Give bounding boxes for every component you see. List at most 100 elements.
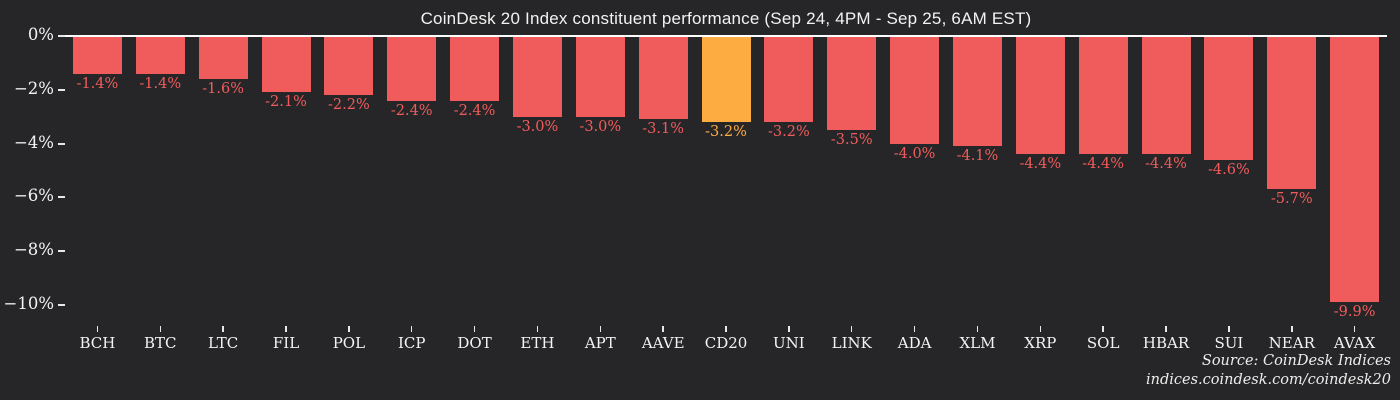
bar-group-APT: -3.0% <box>569 37 632 135</box>
bar-group-ADA: -4.0% <box>883 37 946 162</box>
bar-group-NEAR: -5.7% <box>1260 37 1323 207</box>
bar-group-DOT: -2.4% <box>443 37 506 119</box>
y-tick-mark <box>58 142 65 145</box>
x-tick-mark <box>473 326 476 332</box>
bar-group-CD20: -3.2% <box>695 37 758 140</box>
x-tick-mark <box>1228 326 1230 332</box>
bar-value-label-ICP: -2.4% <box>390 103 433 119</box>
y-tick-mark <box>58 35 65 37</box>
x-tick-label-LTC: LTC <box>208 334 239 352</box>
x-axis-item-SUI: SUI <box>1197 326 1260 352</box>
x-tick-mark <box>662 326 664 332</box>
x-tick-label-AAVE: AAVE <box>641 334 685 352</box>
x-axis-item-AVAX: AVAX <box>1323 326 1386 352</box>
x-tick-label-XRP: XRP <box>1024 334 1057 352</box>
x-axis-item-FIL: FIL <box>255 326 318 352</box>
bar-value-label-DOT: -2.4% <box>453 103 496 119</box>
bar-group-AAVE: -3.1% <box>632 37 695 137</box>
bar-ICP <box>387 37 437 101</box>
bar-value-label-POL: -2.2% <box>327 97 370 113</box>
x-axis-item-ADA: ADA <box>883 326 946 352</box>
x-tick-label-XLM: XLM <box>959 334 996 352</box>
x-tick-mark <box>285 326 287 332</box>
bar-group-AVAX: -9.9% <box>1323 37 1386 320</box>
x-tick-mark <box>96 326 99 332</box>
x-tick-label-FIL: FIL <box>272 334 300 352</box>
x-axis-item-XRP: XRP <box>1009 326 1072 352</box>
x-axis-item-UNI: UNI <box>757 326 820 352</box>
x-tick-mark <box>1165 326 1167 332</box>
x-tick-label-SOL: SOL <box>1086 334 1120 352</box>
bar-group-SUI: -4.6% <box>1197 37 1260 178</box>
x-tick-mark <box>599 326 602 332</box>
bar-value-label-APT: -3.0% <box>579 119 622 135</box>
x-axis-item-POL: POL <box>317 326 380 352</box>
x-tick-mark <box>725 326 727 332</box>
x-axis-item-ICP: ICP <box>380 326 443 352</box>
bar-ETH <box>512 37 562 117</box>
bar-ADA <box>890 37 940 144</box>
bar-group-XRP: -4.4% <box>1009 37 1072 172</box>
x-tick-label-HBAR: HBAR <box>1142 334 1190 352</box>
bar-value-label-HBAR: -4.4% <box>1145 156 1187 172</box>
bar-value-label-FIL: -2.1% <box>265 94 307 110</box>
x-tick-label-APT: APT <box>584 334 616 352</box>
bar-value-label-BTC: -1.4% <box>139 76 182 92</box>
bar-XLM <box>952 37 1002 146</box>
bar-value-label-SOL: -4.4% <box>1082 156 1125 172</box>
source-line-1: Source: CoinDesk Indices <box>1201 353 1391 369</box>
y-tick-label--10: −10% <box>3 294 55 313</box>
bar-value-label-SUI: -4.6% <box>1208 162 1250 178</box>
bar-NEAR <box>1267 37 1317 189</box>
bar-XRP <box>1015 37 1065 154</box>
x-tick-mark <box>348 326 350 332</box>
x-tick-mark <box>1039 326 1042 332</box>
bar-UNI <box>764 37 814 122</box>
x-tick-label-NEAR: NEAR <box>1268 334 1315 352</box>
bar-SUI <box>1204 37 1254 160</box>
bar-value-label-AVAX: -9.9% <box>1333 304 1376 320</box>
x-tick-mark <box>976 326 979 332</box>
x-tick-label-ADA: ADA <box>897 334 932 352</box>
x-axis-item-NEAR: NEAR <box>1260 326 1323 352</box>
x-tick-mark <box>913 326 916 332</box>
x-tick-mark <box>1353 326 1356 332</box>
y-tick-label--6: −6% <box>13 186 54 206</box>
x-axis: BCH BTC LTC FIL POL ICP DOT ETH APT AAVE CD20 UNI LI… <box>66 326 1386 352</box>
bar-value-label-LINK: -3.5% <box>830 132 873 148</box>
bar-LINK <box>827 37 877 130</box>
x-tick-label-BTC: BTC <box>144 334 177 352</box>
x-tick-mark <box>536 326 539 332</box>
bar-value-label-ETH: -3.0% <box>516 119 559 135</box>
x-axis-item-XLM: XLM <box>946 326 1009 352</box>
bar-group-XLM: -4.1% <box>946 37 1009 164</box>
x-axis-item-BTC: BTC <box>129 326 192 352</box>
bar-group-UNI: -3.2% <box>757 37 820 140</box>
bar-value-label-LTC: -1.6% <box>202 81 245 97</box>
x-axis-item-DOT: DOT <box>443 326 506 352</box>
bar-APT <box>575 37 625 117</box>
bar-LTC <box>198 37 248 79</box>
bars-area: -1.4% -1.4% -1.6% -2.1% -2.2% -2.4% -2.4% -3.0%… <box>66 37 1386 327</box>
bar-group-LTC: -1.6% <box>192 37 255 97</box>
bar-FIL <box>261 37 311 92</box>
y-tick-label-0: 0% <box>27 25 54 44</box>
bar-group-LINK: -3.5% <box>820 37 883 148</box>
bar-DOT <box>450 37 500 101</box>
x-tick-label-LINK: LINK <box>831 334 872 352</box>
y-tick-label--2: −2% <box>13 78 54 98</box>
bar-value-label-UNI: -3.2% <box>768 124 810 140</box>
bar-SOL <box>1078 37 1128 154</box>
x-tick-label-POL: POL <box>332 334 366 352</box>
x-tick-label-AVAX: AVAX <box>1333 334 1376 352</box>
bar-BCH <box>72 37 122 74</box>
x-tick-label-DOT: DOT <box>457 334 492 352</box>
y-tick-mark <box>58 88 65 91</box>
x-tick-label-ETH: ETH <box>520 334 555 352</box>
x-tick-mark <box>1291 326 1293 332</box>
bar-group-HBAR: -4.4% <box>1135 37 1198 172</box>
y-tick-mark <box>58 196 65 199</box>
bar-group-FIL: -2.1% <box>255 37 318 110</box>
bar-HBAR <box>1141 37 1191 154</box>
